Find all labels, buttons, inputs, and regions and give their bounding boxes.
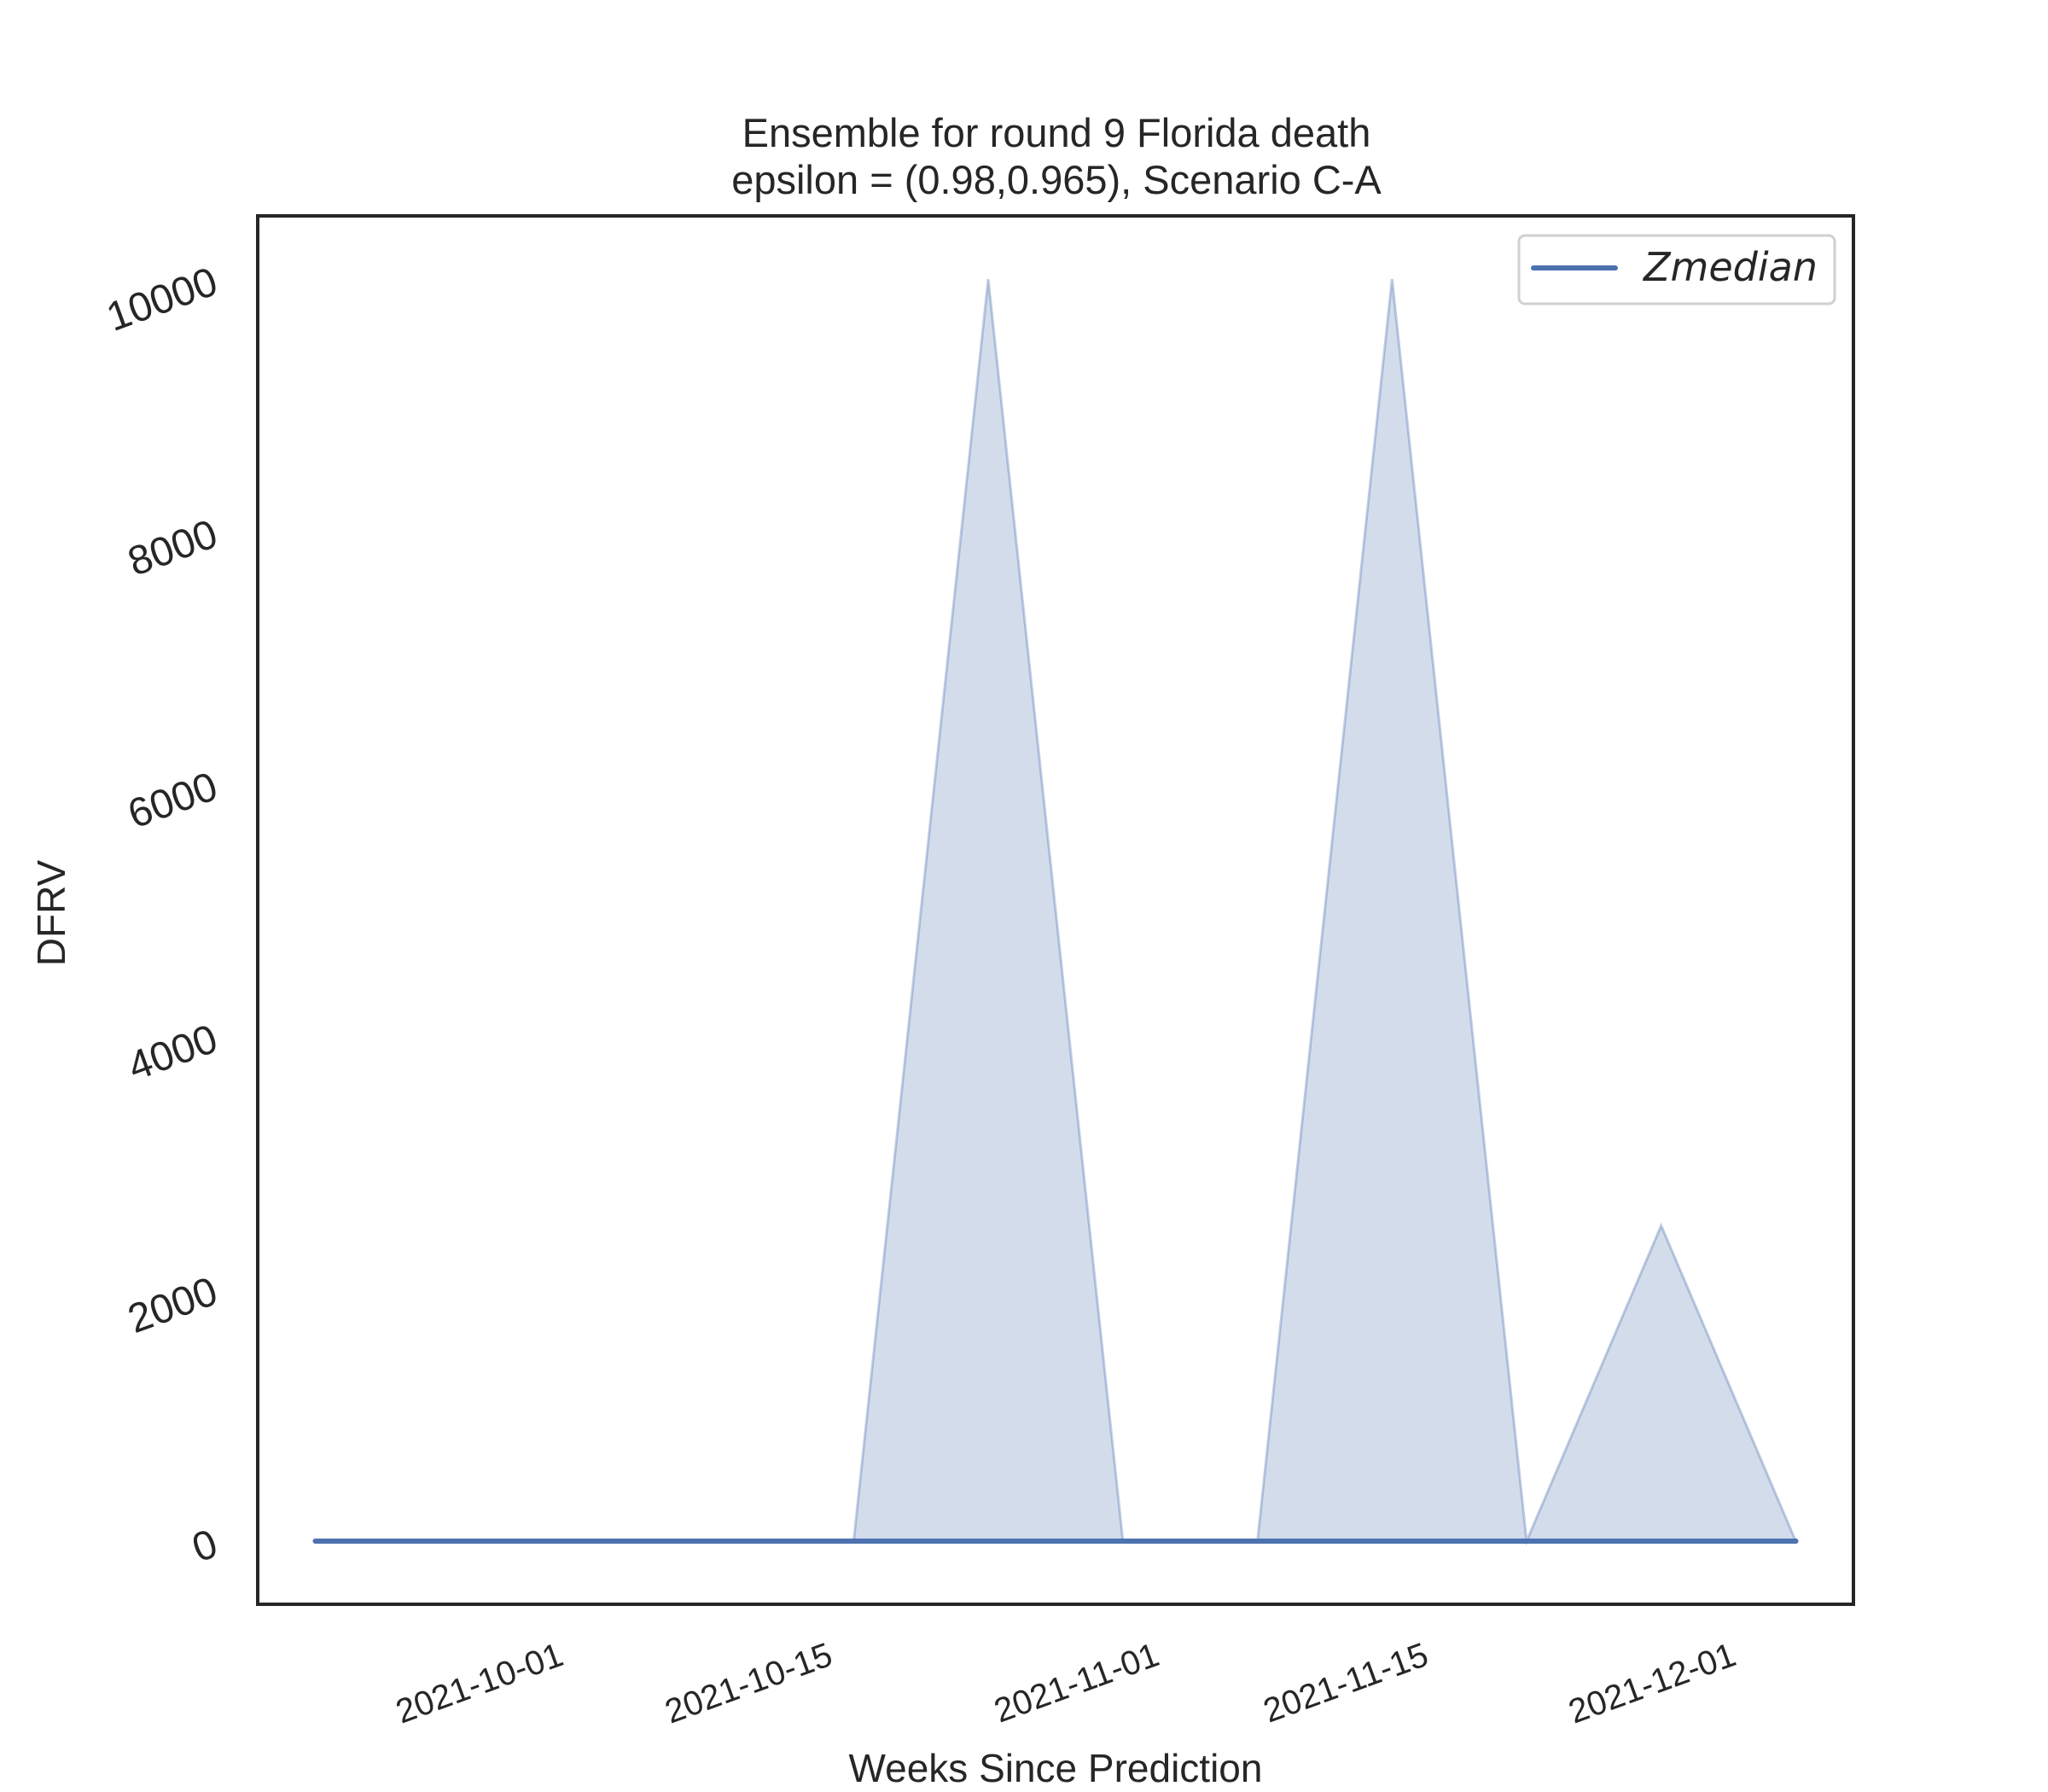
- x-tick-labels: 2021-10-01 2021-10-15 2021-11-01 2021-11-15…: [391, 1636, 1741, 1731]
- x-tick-label: 2021-11-15: [1259, 1636, 1434, 1730]
- y-tick-label: 2000: [122, 1269, 223, 1342]
- y-tick-label: 0: [187, 1521, 224, 1572]
- legend: Zmedian: [1517, 234, 1836, 305]
- plot-area: [312, 278, 1799, 1546]
- chart-title: Ensemble for round 9 Florida death: [742, 110, 1371, 155]
- y-tick-labels: 0 2000 4000 6000 8000 10000: [101, 259, 224, 1572]
- data-point: [986, 1539, 992, 1544]
- y-tick-label: 10000: [101, 259, 224, 340]
- data-point: [447, 1539, 453, 1544]
- legend-box: [1517, 234, 1836, 305]
- x-tick-label: 2021-12-01: [1564, 1636, 1741, 1731]
- x-axis-label: Weeks Since Prediction: [849, 1746, 1263, 1790]
- y-axis-label: DFRV: [29, 859, 73, 966]
- data-point: [1793, 1539, 1799, 1544]
- y-tick-label: 6000: [122, 764, 223, 837]
- legend-label-zmedian: Zmedian: [1642, 244, 1818, 290]
- y-tick-label: 8000: [122, 511, 223, 585]
- data-point: [1524, 1539, 1529, 1544]
- x-tick-label: 2021-10-15: [660, 1636, 837, 1731]
- confidence-band: [315, 278, 1798, 1546]
- chart-subtitle: epsilon = (0.98,0.965), Scenario C-A: [731, 157, 1382, 202]
- data-point: [312, 1539, 318, 1544]
- data-point: [582, 1539, 587, 1544]
- data-point: [851, 1539, 857, 1544]
- axes-frame: [256, 214, 1855, 1606]
- y-tick-label: 4000: [122, 1016, 223, 1090]
- x-tick-label: 2021-11-01: [989, 1636, 1164, 1730]
- data-point: [1120, 1539, 1126, 1544]
- data-point: [1658, 1539, 1664, 1544]
- data-point: [1254, 1539, 1260, 1544]
- data-point: [1389, 1539, 1395, 1544]
- x-tick-label: 2021-10-01: [391, 1636, 567, 1731]
- data-point: [716, 1539, 722, 1544]
